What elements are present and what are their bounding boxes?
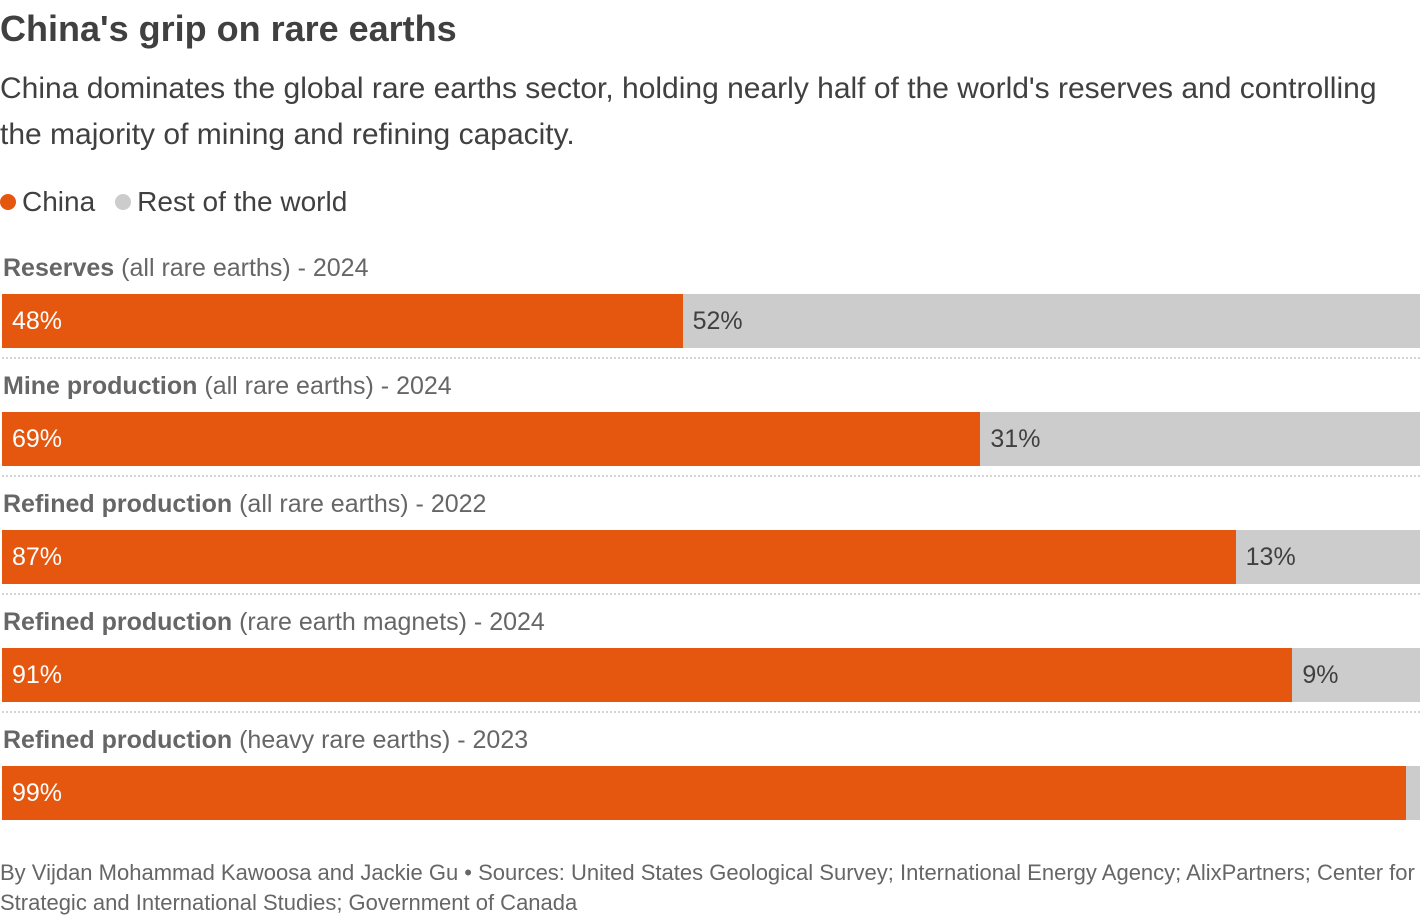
bar-segment-china: 87% bbox=[2, 530, 1236, 584]
category-label-bold: Mine production bbox=[3, 372, 198, 400]
stacked-bar: 99% bbox=[2, 766, 1420, 820]
row-divider bbox=[2, 357, 1420, 359]
bar-segment-rest: 13% bbox=[1235, 530, 1420, 584]
bar-segment-rest bbox=[1405, 766, 1420, 820]
data-label: 91% bbox=[12, 660, 63, 689]
category-label-bold: Reserves bbox=[3, 254, 115, 282]
data-label: 69% bbox=[12, 424, 63, 453]
bar-segment-rest: 31% bbox=[980, 412, 1420, 466]
data-label: 48% bbox=[12, 306, 63, 335]
bar-segment-rest: 9% bbox=[1292, 648, 1420, 702]
data-label: 9% bbox=[1302, 660, 1339, 689]
bar-segment-china: 91% bbox=[2, 648, 1293, 702]
data-label: 52% bbox=[692, 306, 743, 335]
stacked-bar: 91% 9% bbox=[2, 648, 1420, 702]
bar-segment-china: 69% bbox=[2, 412, 981, 466]
data-label: 13% bbox=[1245, 542, 1296, 571]
stacked-bar: 48% 52% bbox=[2, 294, 1420, 348]
category-label: Reserves (all rare earths) - 2024 bbox=[3, 254, 369, 283]
data-label: 31% bbox=[990, 424, 1041, 453]
chart-subtitle: China dominates the global rare earths s… bbox=[0, 72, 1377, 151]
legend-label: China bbox=[22, 186, 96, 217]
row-divider bbox=[2, 711, 1420, 713]
data-label: 87% bbox=[12, 542, 63, 571]
category-label: Refined production (rare earth magnets) … bbox=[3, 608, 545, 637]
data-label: 99% bbox=[12, 778, 63, 807]
legend-swatch-china bbox=[0, 194, 16, 210]
legend-swatch-rest bbox=[115, 194, 132, 210]
category-label: Refined production (heavy rare earths) -… bbox=[3, 726, 528, 755]
category-label-bold: Refined production bbox=[3, 726, 233, 754]
category-label-bold: Refined production bbox=[3, 490, 233, 518]
legend-item-rest: Rest of the world bbox=[115, 186, 347, 218]
category-label-bold: Refined production bbox=[3, 608, 233, 636]
category-label-detail: (heavy rare earths) - 2023 bbox=[232, 726, 529, 754]
footer-credits: By Vijdan Mohammad Kawoosa and Jackie Gu… bbox=[0, 860, 1415, 915]
category-label-detail: (all rare earths) - 2022 bbox=[232, 490, 487, 518]
legend-label: Rest of the world bbox=[137, 186, 348, 217]
row-divider bbox=[2, 593, 1420, 595]
category-label: Refined production (all rare earths) - 2… bbox=[3, 490, 486, 519]
chart-title: China's grip on rare earths bbox=[0, 8, 457, 49]
stacked-bar: 87% 13% bbox=[2, 530, 1420, 584]
bar-segment-china: 48% bbox=[2, 294, 683, 348]
row-divider bbox=[2, 475, 1420, 477]
legend: China Rest of the world bbox=[0, 186, 347, 218]
category-label-detail: (all rare earths) - 2024 bbox=[197, 372, 452, 400]
stacked-bar: 69% 31% bbox=[2, 412, 1420, 466]
bar-segment-china: 99% bbox=[2, 766, 1406, 820]
category-label-detail: (rare earth magnets) - 2024 bbox=[232, 608, 545, 636]
bar-segment-rest: 52% bbox=[682, 294, 1420, 348]
category-label: Mine production (all rare earths) - 2024 bbox=[3, 372, 452, 401]
legend-item-china: China bbox=[0, 186, 95, 218]
category-label-detail: (all rare earths) - 2024 bbox=[114, 254, 369, 282]
